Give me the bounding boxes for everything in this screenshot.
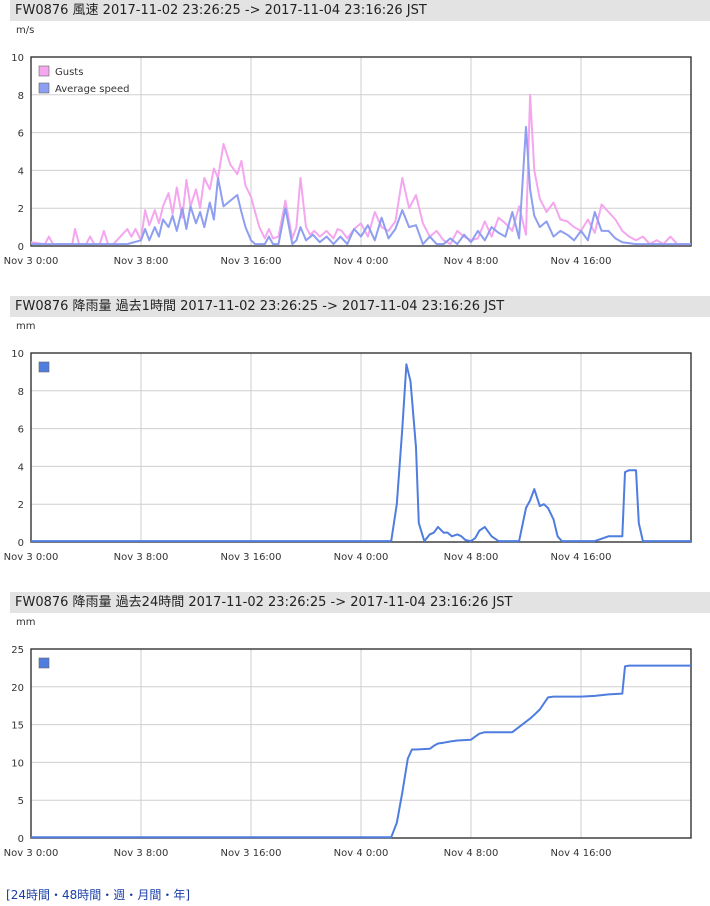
x-tick-label: Nov 3 0:00: [4, 848, 59, 859]
wind-speed-chart-title: FW0876 風速 2017-11-02 23:26:25 -> 2017-11…: [10, 0, 710, 21]
x-tick-label: Nov 4 0:00: [334, 552, 389, 563]
x-tick-label: Nov 4 16:00: [550, 848, 611, 859]
y-tick-label: 15: [11, 721, 24, 732]
y-tick-label: 0: [18, 538, 24, 549]
legend-label: Gusts: [55, 67, 83, 78]
period-link-year[interactable]: 年: [173, 888, 186, 902]
legend-label: Average speed: [55, 84, 129, 95]
y-axis-unit: mm: [16, 617, 35, 628]
x-tick-label: Nov 4 0:00: [334, 256, 389, 267]
x-tick-label: Nov 4 8:00: [444, 256, 499, 267]
rain-24h-chart: mm 0 5 10 15 20 25 Nov 3 0:00 Nov 3 8:00 Nov 3 16…: [4, 617, 692, 859]
legend-swatch: [38, 361, 50, 373]
period-separator: ・: [49, 888, 62, 902]
y-tick-label: 2: [18, 500, 24, 511]
rain-1h-panel: FW0876 降雨量 過去1時間 2017-11-02 23:26:25 -> …: [0, 296, 710, 592]
x-tick-label: Nov 3 0:00: [4, 256, 59, 267]
period-link-week[interactable]: 週: [113, 888, 126, 902]
period-link-48h[interactable]: 48時間: [61, 888, 102, 902]
wind-speed-panel: FW0876 風速 2017-11-02 23:26:25 -> 2017-11…: [0, 0, 710, 296]
rain-24h-chart-title: FW0876 降雨量 過去24時間 2017-11-02 23:26:25 ->…: [10, 592, 710, 613]
rain-24h-panel: FW0876 降雨量 過去24時間 2017-11-02 23:26:25 ->…: [0, 592, 710, 888]
y-tick-label: 4: [18, 166, 24, 177]
x-tick-label: Nov 4 0:00: [334, 848, 389, 859]
period-separator: ・: [101, 888, 114, 902]
period-nav: [24時間・48時間・週・月間・年]: [6, 886, 190, 903]
plot-frame: [30, 56, 692, 247]
series-line-0: [30, 93, 691, 246]
y-axis-unit: m/s: [16, 25, 34, 36]
x-tick-label: Nov 4 8:00: [444, 848, 499, 859]
y-tick-label: 20: [11, 683, 24, 694]
period-link-month[interactable]: 月間: [137, 888, 162, 902]
period-nav-close-bracket: ]: [185, 888, 191, 902]
rain-1h-chart-title: FW0876 降雨量 過去1時間 2017-11-02 23:26:25 -> …: [10, 296, 710, 317]
y-tick-label: 4: [18, 462, 24, 473]
x-tick-label: Nov 3 16:00: [220, 552, 281, 563]
y-tick-label: 10: [11, 758, 24, 769]
y-tick-label: 6: [18, 425, 24, 436]
x-tick-label: Nov 3 16:00: [220, 848, 281, 859]
x-tick-label: Nov 3 8:00: [114, 848, 169, 859]
period-nav-open-bracket: [: [6, 888, 11, 902]
period-separator: ・: [125, 888, 138, 902]
y-tick-label: 0: [18, 834, 24, 845]
y-tick-label: 8: [18, 91, 24, 102]
x-tick-label: Nov 4 16:00: [550, 552, 611, 563]
y-tick-label: 0: [18, 242, 24, 253]
y-tick-label: 25: [11, 645, 24, 656]
legend-swatch: [38, 657, 50, 669]
series-line-0: [31, 664, 691, 839]
legend-swatch: [38, 65, 50, 77]
x-tick-label: Nov 3 8:00: [114, 552, 169, 563]
period-separator: ・: [161, 888, 174, 902]
y-tick-label: 10: [11, 53, 24, 64]
wind-speed-chart: m/s 0 2 4 6 8 10 Nov 3 0:00 Nov 3 8:00 Nov 3 16:0…: [4, 25, 692, 267]
x-tick-label: Nov 4 16:00: [550, 256, 611, 267]
y-tick-label: 10: [11, 349, 24, 360]
x-tick-label: Nov 3 8:00: [114, 256, 169, 267]
y-tick-label: 5: [18, 796, 24, 807]
y-tick-label: 2: [18, 204, 24, 215]
rain-1h-chart: mm 0 2 4 6 8 10 Nov 3 0:00 Nov 3 8:00 Nov 3 16:00…: [4, 321, 692, 563]
series-line-1: [31, 125, 691, 246]
y-tick-label: 8: [18, 387, 24, 398]
period-link-24h[interactable]: 24時間: [10, 888, 50, 902]
legend-swatch: [38, 82, 50, 94]
x-tick-label: Nov 3 16:00: [220, 256, 281, 267]
y-tick-label: 6: [18, 129, 24, 140]
y-axis-unit: mm: [16, 321, 35, 332]
x-tick-label: Nov 4 8:00: [444, 552, 499, 563]
series-line-0: [31, 363, 691, 543]
x-tick-label: Nov 3 0:00: [4, 552, 59, 563]
